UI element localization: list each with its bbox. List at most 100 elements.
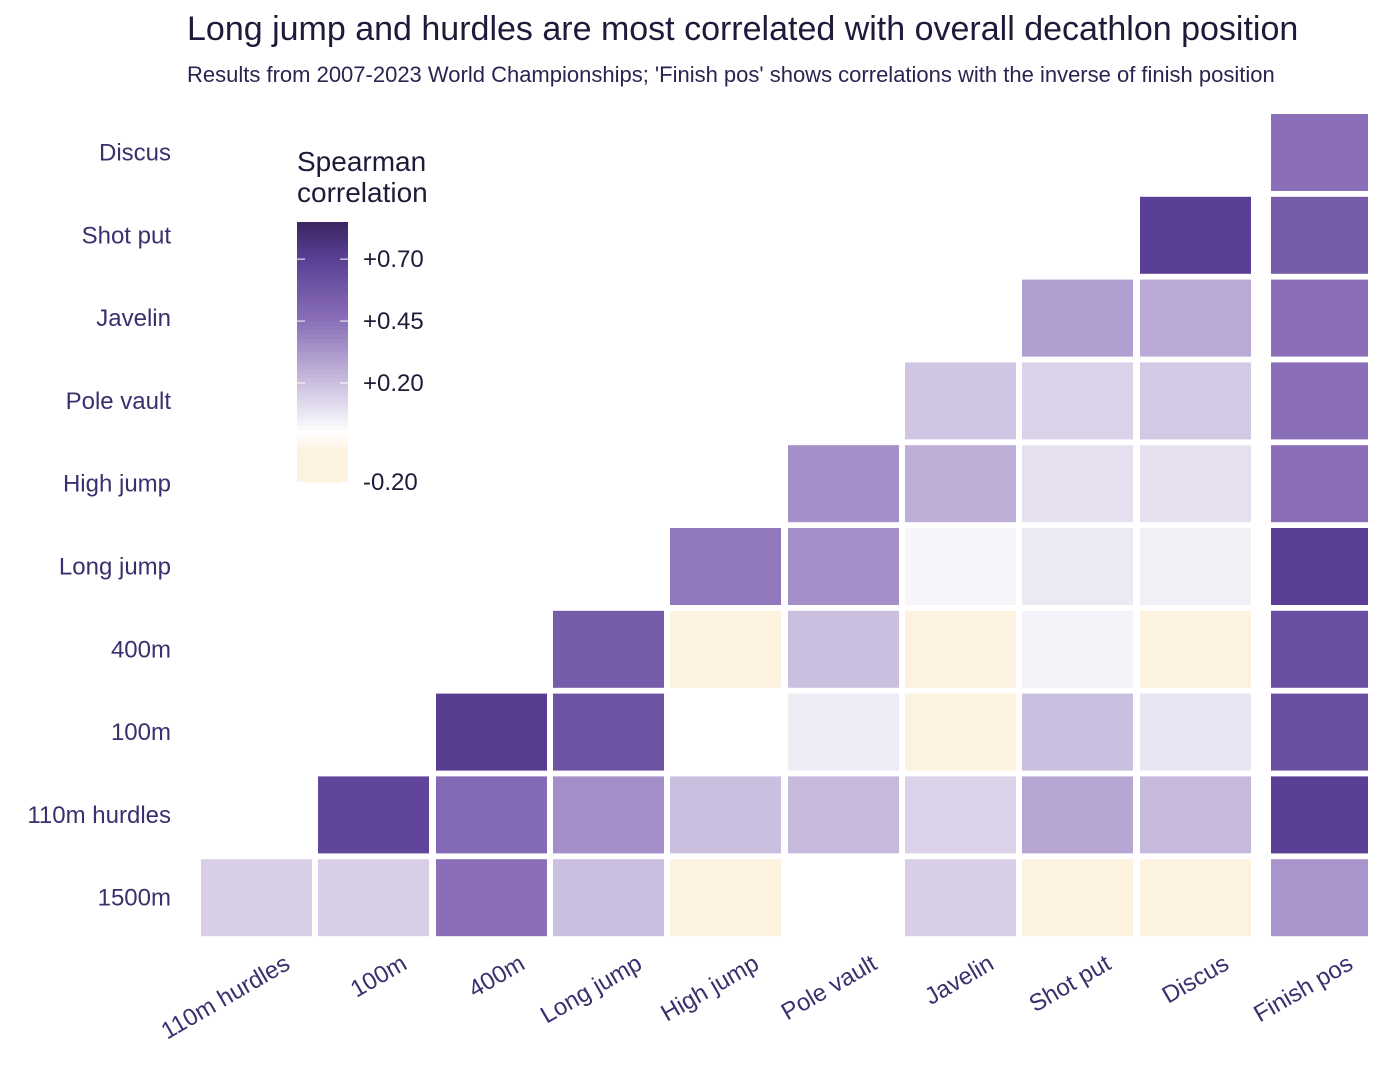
legend-gradient-step: [297, 278, 348, 284]
x-tick-label: Pole vault: [777, 950, 882, 1026]
heatmap-cell-long-jump-x-shot-put: [1022, 528, 1133, 605]
legend-gradient-step: [297, 382, 348, 388]
legend-gradient-step: [297, 321, 348, 327]
legend-gradient-step: [297, 473, 348, 479]
legend-gradient-step: [297, 443, 348, 448]
legend-gradient-step: [297, 313, 348, 318]
y-tick-label: 110m hurdles: [27, 802, 171, 829]
x-tick-label: Shot put: [1025, 950, 1116, 1018]
legend-gradient-step: [297, 339, 348, 344]
legend-gradient-step: [297, 282, 348, 288]
legend-tick-label: +0.20: [363, 370, 424, 397]
heatmap-cell-high-jump-x-pole-vault: [788, 445, 899, 523]
legend-gradient-step: [297, 421, 348, 427]
heatmap-cell-100m-x-finish-pos: [1271, 693, 1368, 771]
heatmap-cell-400m-x-high-jump: [670, 610, 781, 688]
legend-tick-label: +0.70: [363, 246, 424, 273]
legend-gradient-step: [297, 347, 348, 353]
heatmap-cell-shot-put-x-finish-pos: [1271, 196, 1368, 274]
legend-gradient-step: [297, 391, 348, 396]
x-tick-label: 110m hurdles: [157, 950, 295, 1045]
legend-gradient-step: [297, 395, 348, 401]
heatmap-cell-100m-x-long-jump: [553, 693, 664, 771]
heatmap-cell-long-jump-x-pole-vault: [788, 528, 899, 605]
legend-gradient-step: [297, 326, 348, 331]
legend-gradient-step: [297, 356, 348, 362]
y-axis-ticks: Discus Shot put Javelin Pole vault High jump…: [27, 140, 171, 912]
legend-gradient-step: [297, 404, 348, 409]
heatmap-cell-110m-hurdles-x-pole-vault: [788, 776, 899, 854]
y-tick-label: 400m: [111, 636, 171, 663]
heatmap-cell-1500m-x-high-jump: [670, 859, 781, 937]
legend-title: correlation: [297, 177, 428, 208]
x-tick-label: 100m: [346, 950, 412, 1003]
y-tick-label: High jump: [63, 471, 171, 498]
heatmap-cell-100m-x-pole-vault: [788, 693, 899, 771]
legend-gradient-step: [297, 378, 348, 383]
legend-gradient-step: [297, 243, 348, 249]
x-tick-label: Long jump: [536, 950, 647, 1029]
heatmap-cell-pole-vault-x-discus: [1140, 362, 1251, 440]
legend-gradient-step: [297, 334, 348, 340]
legend-gradient-step: [297, 287, 348, 292]
heatmap-cell-400m-x-long-jump: [553, 610, 664, 688]
chart-title: Long jump and hurdles are most correlate…: [187, 10, 1299, 48]
heatmap-cell-100m-x-javelin: [905, 693, 1016, 771]
legend-gradient-step: [297, 230, 348, 236]
heatmap-cell-400m-x-pole-vault: [788, 610, 899, 688]
legend-gradient-step: [297, 469, 348, 474]
legend-gradient-step: [297, 464, 348, 470]
legend-gradient-step: [297, 456, 348, 461]
heatmap-cell-110m-hurdles-x-shot-put: [1022, 776, 1133, 854]
legend-gradient-step: [297, 399, 348, 405]
heatmap-cell-110m-hurdles-x-discus: [1140, 776, 1251, 854]
x-tick-label: 400m: [464, 950, 530, 1003]
legend-gradient-step: [297, 386, 348, 392]
heatmap-cell-110m-hurdles-x-high-jump: [670, 776, 781, 854]
y-tick-label: Javelin: [96, 305, 171, 332]
heatmap-cell-long-jump-x-discus: [1140, 528, 1251, 605]
x-tick-label: Javelin: [920, 950, 998, 1011]
legend-gradient-step: [297, 373, 348, 379]
legend-gradient-step: [297, 308, 348, 314]
y-tick-label: Long jump: [59, 554, 171, 581]
heatmap-cell-long-jump-x-high-jump: [670, 528, 781, 605]
legend-gradient-step: [297, 425, 348, 431]
legend-gradient-step: [297, 248, 348, 253]
legend-gradient-step: [297, 451, 348, 457]
legend-gradient-step: [297, 317, 348, 323]
heatmap-cell-1500m-x-shot-put: [1022, 859, 1133, 937]
heatmap-cell-100m-x-shot-put: [1022, 693, 1133, 771]
legend-gradient-step: [297, 360, 348, 366]
heatmap-cell-high-jump-x-shot-put: [1022, 445, 1133, 523]
x-tick-label: Finish pos: [1249, 950, 1357, 1028]
legend-gradient-step: [297, 222, 348, 227]
legend-gradient-step: [297, 239, 348, 245]
legend-gradient-step: [297, 265, 348, 271]
legend-gradient-step: [297, 291, 348, 297]
chart-subtitle: Results from 2007-2023 World Championshi…: [187, 62, 1275, 87]
heatmap-cell-high-jump-x-discus: [1140, 445, 1251, 523]
legend-gradient-step: [297, 430, 348, 435]
heatmap-cell-100m-x-400m: [436, 693, 547, 771]
heatmap-cell-1500m-x-javelin: [905, 859, 1016, 937]
legend-gradient-step: [297, 434, 348, 440]
heatmap-cell-110m-hurdles-x-400m: [436, 776, 547, 854]
heatmap-cell-high-jump-x-finish-pos: [1271, 445, 1368, 523]
legend-gradient-step: [297, 295, 348, 301]
heatmap-cell-1500m-x-long-jump: [553, 859, 664, 937]
x-axis-ticks: 110m hurdles 100m 400m Long jump High jump Po…: [157, 950, 1358, 1045]
heatmap-cell-high-jump-x-javelin: [905, 445, 1016, 523]
legend-gradient-step: [297, 412, 348, 418]
y-tick-label: Discus: [99, 140, 171, 167]
heatmap-cell-long-jump-x-finish-pos: [1271, 528, 1368, 605]
legend-gradient-step: [297, 408, 348, 414]
heatmap-cell-110m-hurdles-x-long-jump: [553, 776, 664, 854]
legend-gradient-step: [297, 343, 348, 349]
heatmap-cells: [201, 114, 1368, 937]
heatmap-cell-pole-vault-x-finish-pos: [1271, 362, 1368, 440]
heatmap-cell-400m-x-shot-put: [1022, 610, 1133, 688]
heatmap-cell-1500m-x-400m: [436, 859, 547, 937]
